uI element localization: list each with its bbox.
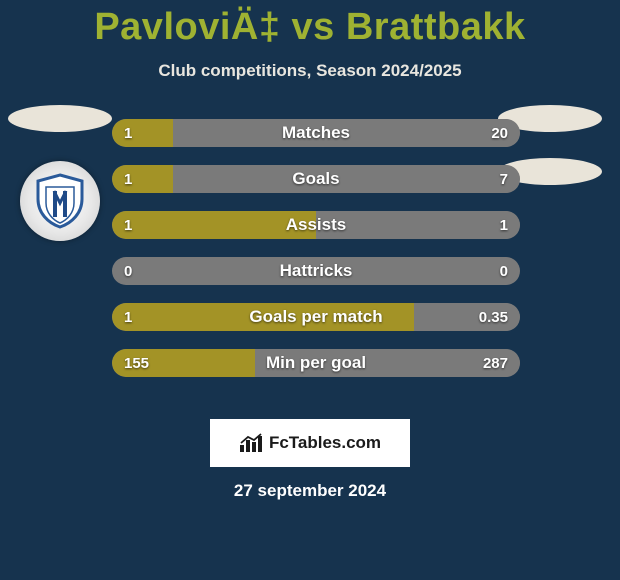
chart-area: 120Matches 17Goals 11Assists 00Hattricks 10.… bbox=[0, 119, 620, 389]
brand-text: FcTables.com bbox=[269, 433, 381, 453]
left-player-column bbox=[8, 105, 112, 246]
player-photo-placeholder-left bbox=[8, 105, 112, 132]
subtitle: Club competitions, Season 2024/2025 bbox=[0, 61, 620, 81]
page-title: PavloviÄ‡ vs Brattbakk bbox=[0, 0, 620, 49]
brand-logo-icon bbox=[239, 433, 265, 453]
stat-row: 11Assists bbox=[112, 211, 520, 239]
club-crest-icon bbox=[32, 173, 88, 229]
stat-row: 120Matches bbox=[112, 119, 520, 147]
stat-label: Goals bbox=[112, 165, 520, 193]
stat-row: 17Goals bbox=[112, 165, 520, 193]
stat-label: Goals per match bbox=[112, 303, 520, 331]
stat-label: Min per goal bbox=[112, 349, 520, 377]
stat-label: Assists bbox=[112, 211, 520, 239]
stat-label: Matches bbox=[112, 119, 520, 147]
stat-row: 155287Min per goal bbox=[112, 349, 520, 377]
stat-row: 00Hattricks bbox=[112, 257, 520, 285]
stat-label: Hattricks bbox=[112, 257, 520, 285]
comparison-infographic: PavloviÄ‡ vs Brattbakk Club competitions… bbox=[0, 0, 620, 580]
date-text: 27 september 2024 bbox=[0, 481, 620, 501]
comparison-bars: 120Matches 17Goals 11Assists 00Hattricks 10.… bbox=[112, 119, 520, 395]
club-badge-left bbox=[8, 156, 112, 246]
stat-row: 10.35Goals per match bbox=[112, 303, 520, 331]
brand-box: FcTables.com bbox=[210, 419, 410, 467]
